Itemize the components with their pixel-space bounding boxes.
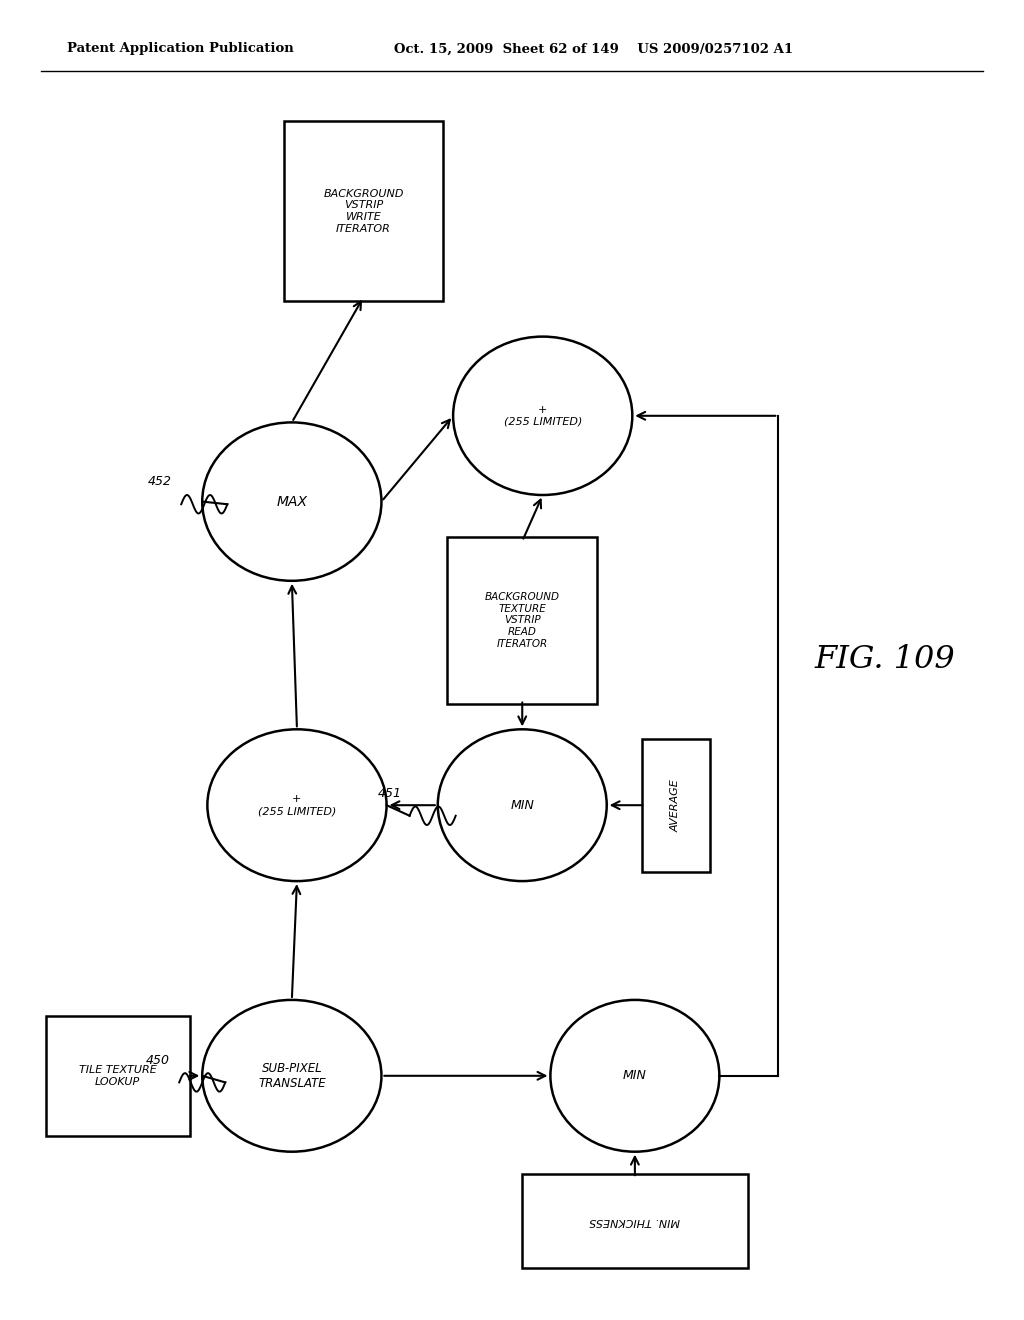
Text: Oct. 15, 2009  Sheet 62 of 149    US 2009/0257102 A1: Oct. 15, 2009 Sheet 62 of 149 US 2009/02…: [394, 42, 794, 55]
Text: MAX: MAX: [276, 495, 307, 508]
Text: MIN. THICKNESS: MIN. THICKNESS: [590, 1216, 680, 1226]
Text: +
(255 LIMITED): + (255 LIMITED): [258, 795, 336, 816]
Text: Patent Application Publication: Patent Application Publication: [67, 42, 293, 55]
Text: MIN: MIN: [623, 1069, 647, 1082]
Text: 452: 452: [148, 475, 172, 488]
Text: SUB-PIXEL
TRANSLATE: SUB-PIXEL TRANSLATE: [258, 1061, 326, 1090]
Text: BACKGROUND
TEXTURE
VSTRIP
READ
ITERATOR: BACKGROUND TEXTURE VSTRIP READ ITERATOR: [484, 593, 560, 648]
Text: MIN: MIN: [510, 799, 535, 812]
Text: 450: 450: [146, 1053, 170, 1067]
Text: +
(255 LIMITED): + (255 LIMITED): [504, 405, 582, 426]
Text: 451: 451: [378, 787, 401, 800]
Text: AVERAGE: AVERAGE: [671, 779, 681, 832]
Text: TILE TEXTURE
LOOKUP: TILE TEXTURE LOOKUP: [79, 1065, 157, 1086]
Text: BACKGROUND
VSTRIP
WRITE
ITERATOR: BACKGROUND VSTRIP WRITE ITERATOR: [324, 189, 403, 234]
Text: FIG. 109: FIG. 109: [814, 644, 954, 676]
